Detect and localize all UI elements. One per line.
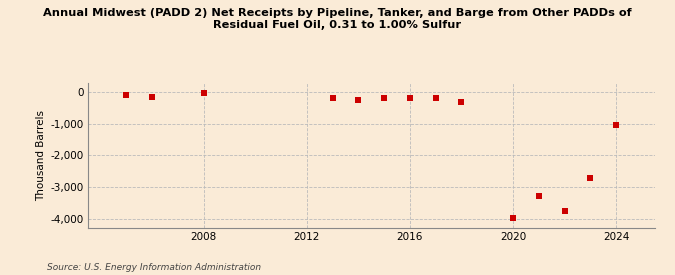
Text: Annual Midwest (PADD 2) Net Receipts by Pipeline, Tanker, and Barge from Other P: Annual Midwest (PADD 2) Net Receipts by … <box>43 8 632 30</box>
Y-axis label: Thousand Barrels: Thousand Barrels <box>36 110 46 201</box>
Text: Source: U.S. Energy Information Administration: Source: U.S. Energy Information Administ… <box>47 263 261 272</box>
